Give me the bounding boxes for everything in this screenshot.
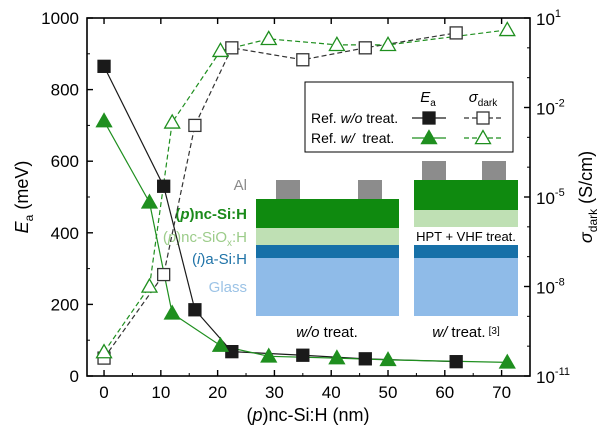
series-point-3 [163, 113, 181, 129]
inset-left-asi-layer [256, 245, 399, 258]
series-point-1 [211, 336, 230, 352]
x-tick-label: 30 [265, 383, 284, 402]
series-point-0 [296, 348, 310, 362]
inset-right-treated-layer [414, 210, 518, 227]
inset-left-al-contact-1 [276, 180, 300, 199]
x-tick-label: 70 [492, 383, 511, 402]
legend-label-ref-wo: Ref. w/o treat. [311, 110, 398, 126]
series-point-3 [498, 21, 516, 37]
inset-diagram: HPT + VHF treat. Al (p)nc-Si:H (p)nc-SiO… [163, 161, 518, 341]
series-point-1 [140, 193, 159, 209]
x-axis-title: (p)nc-Si:H (nm) [246, 405, 369, 425]
x-tick-label: 40 [322, 383, 341, 402]
series-markers [95, 21, 516, 369]
series-point-2 [188, 118, 202, 133]
y-left-axis-ticks: 0 200 400 600 800 1000 [41, 9, 93, 386]
series-point-0 [358, 352, 372, 366]
series-point-3 [211, 42, 230, 58]
inset-right-asi-layer [414, 245, 518, 258]
y-right-tick-label: 10-2 [536, 98, 565, 119]
y-right-axis-ticks: 101 10-2 10-5 10-8 10-11 [524, 8, 570, 387]
inset-left-nc-layer [256, 199, 399, 228]
series-point-0 [449, 355, 463, 369]
series-point-3 [328, 36, 346, 52]
series-point-0 [157, 179, 171, 193]
legend-marker-ea-1 [420, 129, 438, 145]
x-tick-label: 50 [379, 383, 398, 402]
inset-label-glass: Glass [209, 279, 247, 296]
series-point-2 [296, 53, 310, 67]
y-left-tick-label: 0 [70, 367, 79, 386]
legend-swatches [412, 111, 502, 145]
series-point-3 [95, 343, 113, 359]
inset-right-al-contact-1 [422, 161, 446, 180]
series-line-3 [103, 29, 508, 353]
series-point-1 [95, 112, 113, 128]
series-point-2 [358, 41, 372, 55]
x-tick-label: 20 [208, 383, 227, 402]
legend: Ea σdark Ref. w/o treat. Ref. w/ treat. [304, 81, 514, 153]
y-right-axis-title: σdark (S/cm) [576, 151, 600, 243]
y-right-tick-label: 101 [536, 8, 561, 29]
legend-label-ref-w: Ref. w/ treat. [311, 130, 394, 146]
inset-caption-right: w/ treat. [3] [432, 324, 500, 341]
series-point-2 [225, 41, 239, 55]
y-right-tick-label: 10-8 [536, 277, 565, 298]
y-left-tick-label: 600 [51, 152, 79, 171]
x-tick-label: 0 [99, 383, 108, 402]
y-right-tick-label: 10-5 [536, 187, 565, 208]
y-left-tick-label: 200 [51, 295, 79, 314]
legend-marker-sigma-1 [474, 129, 492, 145]
legend-marker-ea-0 [422, 111, 436, 125]
series-point-1 [379, 351, 397, 367]
series-point-2 [449, 26, 463, 40]
series-point-3 [140, 277, 159, 293]
series-line-1 [103, 120, 508, 363]
inset-treatment-label: HPT + VHF treat. [416, 229, 516, 244]
y-right-tick-label: 10-11 [536, 366, 570, 387]
inset-right-glass-layer [414, 258, 518, 316]
legend-header-ea: Ea [420, 89, 436, 109]
series-point-1 [328, 349, 346, 365]
legend-header-sigma: σdark [469, 89, 499, 109]
series-point-1 [163, 304, 181, 320]
legend-marker-sigma-0 [476, 111, 490, 125]
y-left-tick-label: 800 [51, 81, 79, 100]
series-point-3 [260, 30, 278, 46]
inset-right-al-contact-2 [482, 161, 506, 180]
series-point-2 [157, 267, 171, 282]
x-axis-ticks: 0 10 20 30 40 50 60 70 [99, 18, 531, 402]
series-point-1 [498, 353, 516, 369]
inset-left-al-contact-2 [358, 180, 382, 199]
series-point-3 [379, 36, 397, 52]
y-left-axis-title: Ea (meV) [12, 161, 36, 234]
y-left-tick-label: 400 [51, 224, 79, 243]
series-point-1 [260, 347, 278, 363]
inset-label-asi: (i)a-Si:H [192, 251, 247, 268]
series-point-0 [188, 303, 202, 317]
x-tick-label: 10 [151, 383, 170, 402]
inset-right-nc-layer [414, 180, 518, 210]
inset-label-al: Al [234, 177, 247, 194]
inset-left-sio-layer [256, 228, 399, 245]
inset-left-glass-layer [256, 258, 399, 316]
inset-caption-left: w/o treat. [296, 324, 358, 341]
y-left-tick-label: 1000 [41, 9, 79, 28]
x-tick-label: 60 [435, 383, 454, 402]
inset-label-nc: (p)nc-Si:H [175, 206, 247, 223]
series-point-0 [97, 59, 111, 73]
